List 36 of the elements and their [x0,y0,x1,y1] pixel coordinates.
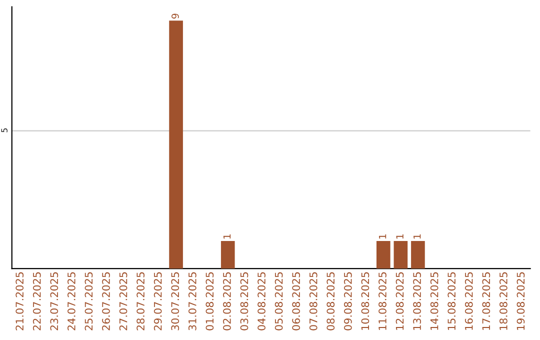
x-tick-label: 15.08.2025 [448,272,456,330]
x-tick-label: 16.08.2025 [464,272,473,330]
x-tick-label: 11.08.2025 [378,272,386,330]
x-tick-label: 28.07.2025 [136,272,144,330]
x-tick-label: 29.07.2025 [154,272,162,330]
x-tick-label: 14.08.2025 [430,272,438,330]
data-label: 1 [378,234,386,239]
x-tick-label: 23.07.2025 [50,272,58,330]
x-tick-label: 10.08.2025 [361,272,370,330]
x-tick-label: 12.08.2025 [396,272,404,330]
data-label: 1 [414,234,421,239]
x-tick-label: 26.07.2025 [102,272,110,330]
x-tick-label: 19.08.2025 [516,272,525,330]
x-tick-label: 03.08.2025 [240,272,248,330]
x-tick-label: 07.08.2025 [309,272,318,330]
y-tick-label: 5 [1,128,8,132]
x-tick-label: 24.07.2025 [68,272,76,330]
x-tick-label: 31.07.2025 [188,272,196,330]
x-tick-label: 05.08.2025 [274,272,283,330]
x-tick-label: 25.07.2025 [84,272,93,330]
x-tick-label: 08.08.2025 [326,272,335,330]
x-tick-label: 27.07.2025 [119,272,128,330]
x-tick-label: 04.08.2025 [258,272,266,330]
x-tick-label: 13.08.2025 [413,272,421,330]
data-label: 9 [172,14,179,19]
x-tick-label: 06.08.2025 [292,272,300,330]
x-tick-label: 21.07.2025 [16,272,24,330]
x-tick-label: 30.07.2025 [171,272,180,330]
x-tick-label: 01.08.2025 [206,272,214,330]
x-tick-label: 17.08.2025 [482,272,490,330]
data-label: 1 [223,234,231,239]
x-tick-label: 22.07.2025 [32,272,41,330]
x-tick-label: 02.08.2025 [223,272,231,330]
data-label: 1 [396,234,404,239]
x-tick-label: 09.08.2025 [344,272,352,330]
x-tick-label: 18.08.2025 [500,272,508,330]
